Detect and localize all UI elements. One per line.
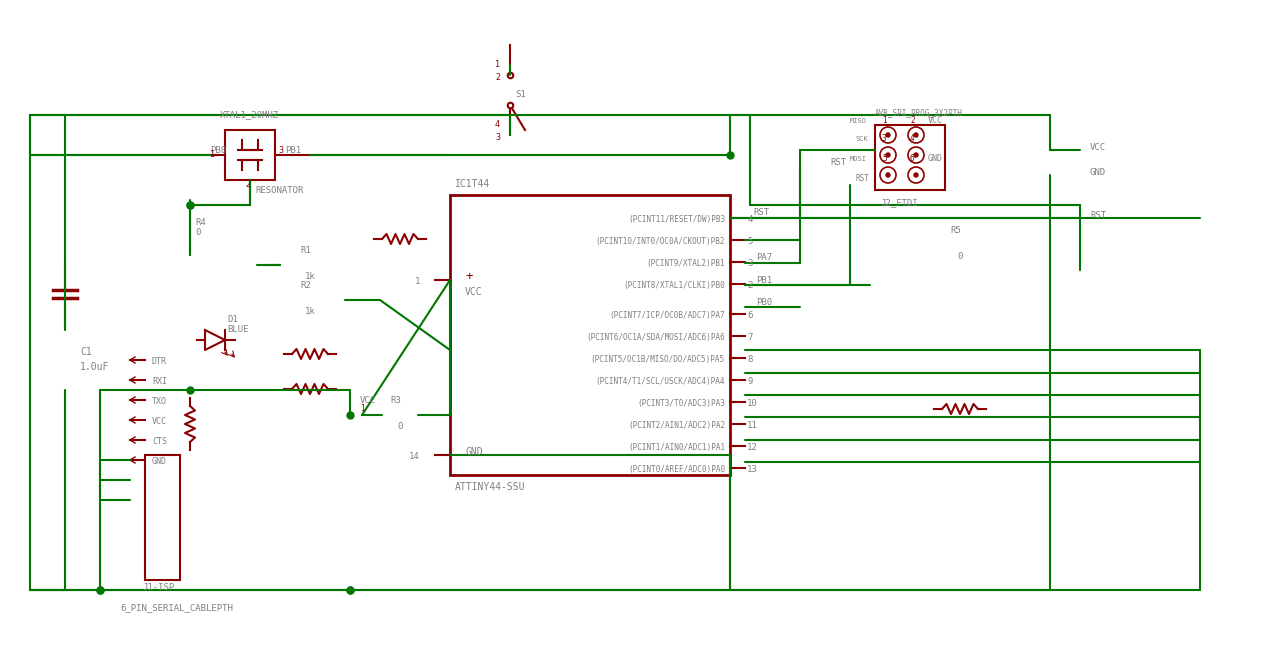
Text: 11: 11 xyxy=(747,421,757,430)
Text: ATTINY44-SSU: ATTINY44-SSU xyxy=(455,482,526,492)
Text: 5: 5 xyxy=(747,237,752,246)
Text: (PCINT10/INT0/OC0A/CKOUT)PB2: (PCINT10/INT0/OC0A/CKOUT)PB2 xyxy=(595,237,726,246)
Text: 6_PIN_SERIAL_CABLEPTH: 6_PIN_SERIAL_CABLEPTH xyxy=(120,603,233,612)
Text: 1: 1 xyxy=(360,404,364,413)
Text: 13: 13 xyxy=(747,465,757,474)
Circle shape xyxy=(914,133,918,137)
Text: 0: 0 xyxy=(957,252,962,261)
Bar xyxy=(875,125,945,190)
Text: (PCINT2/AIN1/ADC2)PA2: (PCINT2/AIN1/ADC2)PA2 xyxy=(628,421,726,430)
Text: (PCINT9/XTAL2)PB1: (PCINT9/XTAL2)PB1 xyxy=(646,259,726,268)
Text: 1k: 1k xyxy=(305,272,316,281)
Text: VCC: VCC xyxy=(152,417,167,426)
Bar xyxy=(225,130,276,180)
Text: R1: R1 xyxy=(300,246,311,255)
Circle shape xyxy=(886,173,890,177)
Text: 5: 5 xyxy=(882,154,886,163)
Text: 2: 2 xyxy=(495,73,501,82)
Text: RST: RST xyxy=(854,174,868,183)
Text: C1: C1 xyxy=(80,347,92,357)
Text: SCK: SCK xyxy=(854,136,868,142)
Text: R2: R2 xyxy=(300,281,311,290)
Text: 4: 4 xyxy=(747,215,752,224)
Text: TXO: TXO xyxy=(152,397,167,406)
Text: 8: 8 xyxy=(747,355,752,364)
Text: RXI: RXI xyxy=(152,377,167,386)
Text: 3: 3 xyxy=(495,133,501,142)
Text: 3: 3 xyxy=(278,146,283,155)
Text: PB1: PB1 xyxy=(756,276,772,285)
Text: +: + xyxy=(465,270,473,283)
Text: AVR_SPI_PROG_3X2PTH: AVR_SPI_PROG_3X2PTH xyxy=(875,108,963,117)
Circle shape xyxy=(914,173,918,177)
Text: XTAL1_20MHZ: XTAL1_20MHZ xyxy=(220,110,279,119)
Text: RST: RST xyxy=(1090,211,1106,220)
Circle shape xyxy=(886,153,890,157)
Text: 1.0uF: 1.0uF xyxy=(80,362,110,372)
Text: VCC: VCC xyxy=(465,287,483,297)
Text: 14: 14 xyxy=(410,452,420,461)
Text: 3: 3 xyxy=(747,259,752,268)
Text: 1: 1 xyxy=(495,60,501,69)
Text: 2: 2 xyxy=(245,180,250,189)
Text: MISO: MISO xyxy=(849,118,867,124)
Text: GND: GND xyxy=(928,154,943,163)
Text: RST: RST xyxy=(753,208,769,217)
Text: 6: 6 xyxy=(747,311,752,320)
Text: J1-ISP: J1-ISP xyxy=(142,583,174,592)
Text: PB0: PB0 xyxy=(210,146,226,155)
Text: R3: R3 xyxy=(391,396,401,405)
Text: 1: 1 xyxy=(882,116,886,125)
Text: 2: 2 xyxy=(747,281,752,290)
Text: 0: 0 xyxy=(195,228,201,237)
Text: PB0: PB0 xyxy=(756,298,772,307)
Text: 2: 2 xyxy=(910,116,915,125)
Circle shape xyxy=(886,133,890,137)
Text: GND: GND xyxy=(152,457,167,466)
Text: 4: 4 xyxy=(495,120,501,129)
Text: 1: 1 xyxy=(210,150,215,159)
Text: (PCINT5/OC1B/MISO/DO/ADC5)PA5: (PCINT5/OC1B/MISO/DO/ADC5)PA5 xyxy=(590,355,726,364)
Circle shape xyxy=(914,153,918,157)
Text: VCC: VCC xyxy=(1090,143,1106,152)
Text: D1: D1 xyxy=(228,315,238,324)
Text: 3: 3 xyxy=(882,134,886,143)
Text: 10: 10 xyxy=(747,399,757,408)
Bar xyxy=(145,455,179,580)
Text: 12: 12 xyxy=(747,443,757,452)
Text: 9: 9 xyxy=(747,377,752,386)
Text: RESONATOR: RESONATOR xyxy=(255,186,303,195)
Text: 0: 0 xyxy=(397,422,402,431)
Text: (PCINT3/T0/ADC3)PA3: (PCINT3/T0/ADC3)PA3 xyxy=(637,399,726,408)
Text: BLUE: BLUE xyxy=(228,325,249,334)
Text: S1: S1 xyxy=(514,90,526,99)
Text: J2_FTDI: J2_FTDI xyxy=(880,198,918,207)
Text: VCC: VCC xyxy=(360,396,377,405)
Text: MOSI: MOSI xyxy=(849,156,867,162)
Text: PA7: PA7 xyxy=(756,253,772,262)
Text: CTS: CTS xyxy=(152,437,167,446)
Text: (PCINT1/AIN0/ADC1)PA1: (PCINT1/AIN0/ADC1)PA1 xyxy=(628,443,726,452)
Text: (PCINT0/AREF/ADC0)PA0: (PCINT0/AREF/ADC0)PA0 xyxy=(628,465,726,474)
Text: IC1T44: IC1T44 xyxy=(455,179,490,189)
Text: GND: GND xyxy=(465,447,483,457)
Text: DTR: DTR xyxy=(152,357,167,366)
Text: (PCINT4/T1/SCL/USCK/ADC4)PA4: (PCINT4/T1/SCL/USCK/ADC4)PA4 xyxy=(595,377,726,386)
Text: (PCINT8/XTAL1/CLKI)PB0: (PCINT8/XTAL1/CLKI)PB0 xyxy=(623,281,726,290)
Text: 7: 7 xyxy=(747,333,752,342)
Text: PB1: PB1 xyxy=(284,146,301,155)
Text: RST: RST xyxy=(830,158,846,167)
Text: (PCINT11/RESET/DW)PB3: (PCINT11/RESET/DW)PB3 xyxy=(628,215,726,224)
Text: 1k: 1k xyxy=(305,307,316,316)
Text: VCC: VCC xyxy=(928,116,943,125)
Text: (PCINT7/ICP/OC0B/ADC7)PA7: (PCINT7/ICP/OC0B/ADC7)PA7 xyxy=(609,311,726,320)
Text: GND: GND xyxy=(1090,168,1106,177)
Text: R5: R5 xyxy=(951,226,961,235)
Text: (PCINT6/OC1A/SDA/MOSI/ADC6)PA6: (PCINT6/OC1A/SDA/MOSI/ADC6)PA6 xyxy=(586,333,726,342)
Text: 6: 6 xyxy=(910,154,915,163)
Text: 4: 4 xyxy=(910,134,915,143)
Text: R4: R4 xyxy=(195,218,206,227)
Text: 1: 1 xyxy=(415,277,420,286)
Bar xyxy=(450,195,731,475)
